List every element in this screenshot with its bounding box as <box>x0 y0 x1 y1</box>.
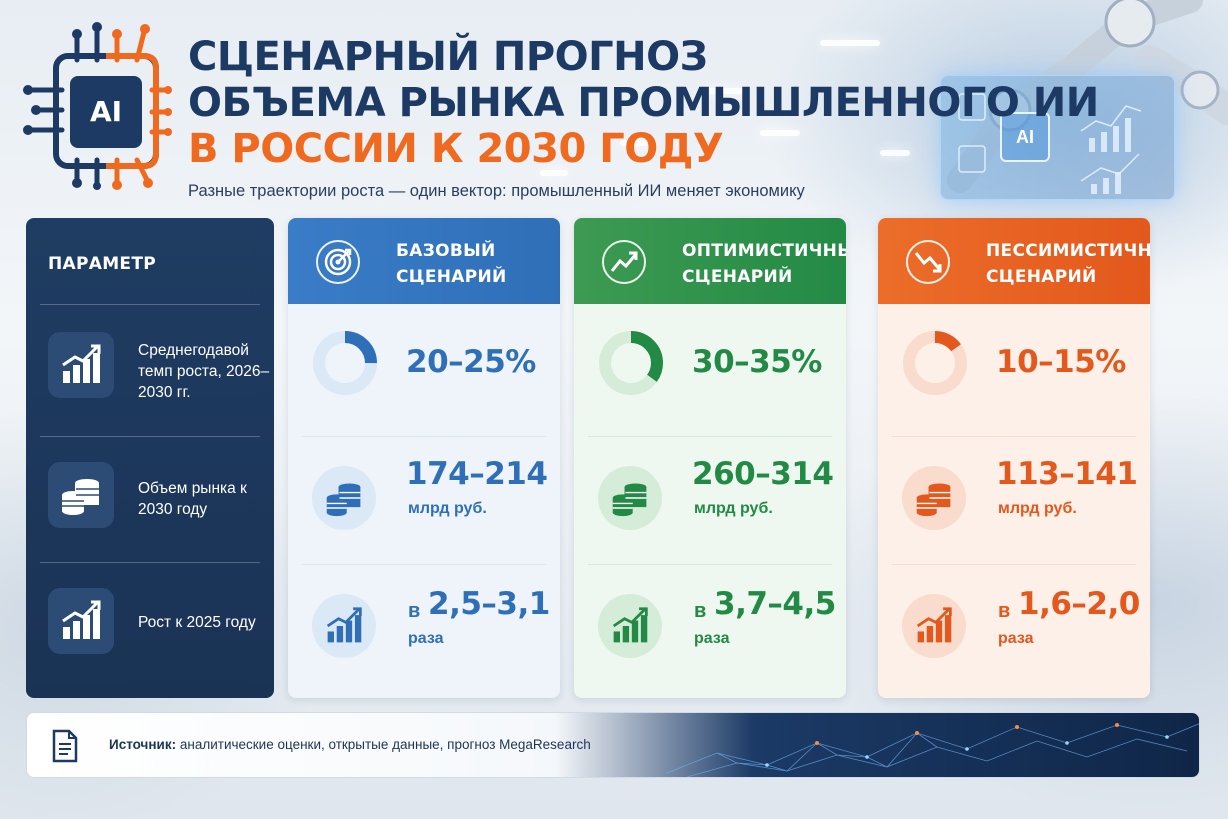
divider <box>302 564 546 565</box>
growth-prefix: в <box>694 600 707 622</box>
parameter-label: Рост к 2025 году <box>138 614 256 631</box>
scenario-body: 10–15% 113–141 млрд руб. в 1,6–2,0 раза <box>878 304 1150 698</box>
bar-chart-growth-icon <box>312 594 376 658</box>
growth-rate-cell: 30–35% <box>574 304 846 430</box>
growth-multiplier-unit: раза <box>998 630 1034 647</box>
scenario-title: БАЗОВЫЙ СЦЕНАРИЙ <box>396 238 507 290</box>
scenario-body: 30–35% 260–314 млрд руб. в 3,7–4,5 раза <box>574 304 846 698</box>
target-icon <box>316 240 360 284</box>
market-volume-value: 174–214 <box>406 456 548 492</box>
growth-multiplier-unit: раза <box>408 630 444 647</box>
divider <box>588 436 832 437</box>
trend-down-icon <box>906 240 950 284</box>
growth-multiplier-cell: в 1,6–2,0 раза <box>878 564 1150 690</box>
scenario-title-line1: БАЗОВЫЙ <box>396 241 496 261</box>
bar-chart-growth-icon <box>48 588 114 654</box>
parameter-column: ПАРАМЕТР Среднегодавой темп роста, 2026–… <box>26 218 274 698</box>
scenario-header: ПЕССИМИСТИЧНЫЙ СЦЕНАРИЙ <box>878 218 1150 304</box>
coins-icon <box>48 462 114 528</box>
page-title-line2: ОБЪЕМА РЫНКА ПРОМЫШЛЕННОГО ИИ <box>188 80 1099 126</box>
growth-rate-value: 10–15% <box>996 344 1126 380</box>
market-volume-unit: млрд руб. <box>694 500 773 517</box>
growth-prefix: в <box>408 600 421 622</box>
divider <box>892 564 1136 565</box>
coins-icon <box>312 466 376 530</box>
parameter-row-market-volume: Объем рынка к 2030 году <box>26 448 274 574</box>
scenario-title-line1: ОПТИМИСТИЧНЫЙ <box>682 241 846 261</box>
growth-rate-donut <box>599 331 663 395</box>
divider <box>302 436 546 437</box>
growth-rate-cell: 20–25% <box>288 304 560 430</box>
growth-rate-cell: 10–15% <box>878 304 1150 430</box>
market-volume-cell: 113–141 млрд руб. <box>878 436 1150 562</box>
market-volume-cell: 174–214 млрд руб. <box>288 436 560 562</box>
scenario-column-1: ОПТИМИСТИЧНЫЙ СЦЕНАРИЙ 30–35% 260–314 млрд р… <box>574 218 846 698</box>
market-volume-cell: 260–314 млрд руб. <box>574 436 846 562</box>
bar-chart-growth-icon <box>48 332 114 398</box>
trend-up-icon <box>602 240 646 284</box>
growth-rate-donut <box>313 331 377 395</box>
divider <box>588 564 832 565</box>
network-decoration <box>666 723 1199 777</box>
growth-multiplier-value: 1,6–2,0 <box>1018 586 1140 622</box>
market-volume-value: 260–314 <box>692 456 834 492</box>
source-label: Источник: <box>109 737 177 752</box>
scenario-title-line2: СЦЕНАРИЙ <box>682 267 793 287</box>
growth-rate-donut <box>903 331 967 395</box>
scenario-column-0: БАЗОВЫЙ СЦЕНАРИЙ 20–25% 174–214 млрд руб. в 2,… <box>288 218 560 698</box>
donut-arc <box>903 331 967 395</box>
ai-chip-logo-icon: AI <box>23 22 172 190</box>
growth-multiplier-cell: в 3,7–4,5 раза <box>574 564 846 690</box>
parameter-label: Объем рынка к 2030 году <box>138 480 247 518</box>
growth-rate-value: 30–35% <box>692 344 822 380</box>
holo-ai-chip-icon: AI <box>1000 112 1050 162</box>
scenario-title: ОПТИМИСТИЧНЫЙ СЦЕНАРИЙ <box>682 238 846 290</box>
divider <box>40 304 260 305</box>
scenario-title-line2: СЦЕНАРИЙ <box>396 267 507 287</box>
document-icon <box>52 729 78 763</box>
scenario-title-line1: ПЕССИМИСТИЧНЫЙ <box>986 241 1150 261</box>
footer-source: Источник: аналитические оценки, открытые… <box>26 712 1200 778</box>
market-volume-unit: млрд руб. <box>408 500 487 517</box>
parameter-label: Среднегодавой темп роста, 2026–2030 гг. <box>138 342 270 401</box>
donut-arc <box>599 331 663 395</box>
bar-chart-growth-icon <box>902 594 966 658</box>
donut-arc <box>313 331 377 395</box>
holographic-screen <box>940 75 1175 200</box>
parameter-row-growth-rate: Среднегодавой темп роста, 2026–2030 гг. <box>26 318 274 444</box>
coins-icon <box>902 466 966 530</box>
page-subtitle: Разные траектории роста — один вектор: п… <box>188 182 805 200</box>
scenario-column-2: ПЕССИМИСТИЧНЫЙ СЦЕНАРИЙ 10–15% 113–141 млрд … <box>878 218 1150 698</box>
scenario-header: ОПТИМИСТИЧНЫЙ СЦЕНАРИЙ <box>574 218 846 304</box>
growth-multiplier-unit: раза <box>694 630 730 647</box>
growth-multiplier-value: 2,5–3,1 <box>428 586 550 622</box>
logo-text: AI <box>90 95 122 128</box>
scenario-title: ПЕССИМИСТИЧНЫЙ СЦЕНАРИЙ <box>986 238 1150 290</box>
page-title-line3: В РОССИИ К 2030 ГОДУ <box>188 126 724 172</box>
growth-multiplier-value: 3,7–4,5 <box>714 586 836 622</box>
page-title-line1: СЦЕНАРНЫЙ ПРОГНОЗ <box>188 34 708 80</box>
parameter-header: ПАРАМЕТР <box>48 254 156 274</box>
coins-icon <box>598 466 662 530</box>
divider <box>40 562 260 563</box>
scenario-body: 20–25% 174–214 млрд руб. в 2,5–3,1 раза <box>288 304 560 698</box>
divider <box>892 436 1136 437</box>
growth-multiplier-cell: в 2,5–3,1 раза <box>288 564 560 690</box>
source-value: аналитические оценки, открытые данные, п… <box>179 737 591 752</box>
source-text: Источник: аналитические оценки, открытые… <box>109 737 591 752</box>
scenario-header: БАЗОВЫЙ СЦЕНАРИЙ <box>288 218 560 304</box>
market-volume-unit: млрд руб. <box>998 500 1077 517</box>
bar-chart-growth-icon <box>598 594 662 658</box>
scenario-title-line2: СЦЕНАРИЙ <box>986 267 1097 287</box>
title-block: СЦЕНАРНЫЙ ПРОГНОЗ ОБЪЕМА РЫНКА ПРОМЫШЛЕН… <box>188 34 1099 201</box>
growth-rate-value: 20–25% <box>406 344 536 380</box>
divider <box>40 436 260 437</box>
growth-prefix: в <box>998 600 1011 622</box>
market-volume-value: 113–141 <box>996 456 1138 492</box>
parameter-row-growth-2025: Рост к 2025 году <box>26 574 274 700</box>
